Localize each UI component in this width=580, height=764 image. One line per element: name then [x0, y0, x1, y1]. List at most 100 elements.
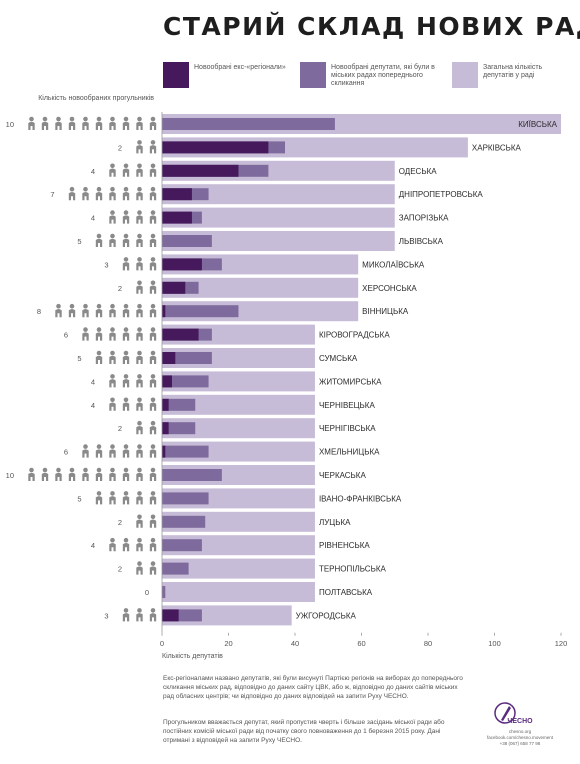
city-label: ХАРКІВСЬКА	[472, 143, 522, 152]
truants-count: 2	[118, 424, 122, 433]
person-icon	[95, 116, 103, 130]
person-icon	[136, 467, 143, 481]
legend-swatch	[163, 62, 189, 88]
person-icon	[95, 444, 103, 458]
person-icon	[109, 491, 116, 505]
bar-previous-term	[162, 539, 202, 552]
city-label: КИЇВСЬКА	[518, 120, 557, 129]
person-icon	[136, 514, 143, 528]
city-label: ПОЛТАВСЬКА	[319, 588, 373, 597]
x-tick-label: 100	[488, 639, 501, 648]
bar-total	[162, 277, 359, 298]
truants-count: 8	[37, 307, 41, 316]
person-icon	[95, 491, 103, 505]
person-icon	[122, 327, 130, 341]
person-icon	[122, 303, 130, 318]
city-label: ЗАПОРІЗЬКА	[399, 214, 449, 223]
bar-ex-regionals	[162, 305, 166, 318]
person-icon	[95, 327, 103, 341]
person-icon	[122, 233, 130, 247]
person-icon	[149, 561, 157, 575]
person-icon	[95, 186, 103, 201]
person-icon	[68, 186, 76, 201]
legend-label: Новообрані депутати, які були в міських …	[331, 64, 435, 87]
bar-previous-term	[162, 398, 196, 411]
bar-total	[162, 582, 315, 602]
person-icon	[82, 186, 89, 201]
x-tick-label: 80	[424, 639, 432, 648]
person-icon	[149, 537, 157, 552]
person-icon	[136, 303, 143, 318]
truants-count: 7	[50, 190, 54, 199]
person-icon	[136, 233, 143, 247]
city-label: ЧЕРНІГІВСЬКА	[319, 424, 376, 433]
person-icon	[122, 608, 130, 622]
person-icon	[136, 210, 143, 224]
city-label: ІВАНО-ФРАНКІВСЬКА	[319, 494, 402, 503]
person-icon	[68, 116, 76, 130]
truants-count: 4	[91, 401, 95, 410]
logo-phone: +38 (067) 658 77 98	[499, 741, 541, 746]
x-tick-label: 60	[357, 639, 365, 648]
truants-count: 6	[64, 331, 68, 340]
person-icon	[136, 420, 143, 435]
person-icon	[95, 233, 103, 247]
bar-total	[162, 184, 395, 205]
person-icon	[149, 397, 157, 411]
person-icon	[136, 163, 143, 177]
city-label: ХМЕЛЬНИЦЬКА	[319, 448, 380, 457]
truants-count: 2	[118, 143, 122, 152]
truants-axis-label: Кількість новообраних прогульників	[38, 95, 154, 102]
person-icon	[122, 491, 130, 505]
pen-nib-icon	[494, 702, 516, 724]
person-icon	[149, 350, 157, 364]
person-icon	[41, 116, 49, 130]
person-icon	[109, 186, 116, 201]
person-icon	[122, 397, 130, 411]
truants-count: 3	[104, 611, 108, 620]
truants-count: 5	[77, 354, 81, 363]
person-icon	[136, 186, 143, 201]
logo-site: chesno.org	[508, 729, 532, 734]
person-icon	[122, 163, 130, 177]
person-icon	[149, 303, 157, 318]
bar-total	[162, 558, 315, 579]
person-icon	[136, 350, 143, 364]
person-icon	[109, 537, 116, 552]
x-tick-label: 120	[555, 639, 568, 648]
city-label: СУМСЬКА	[319, 354, 358, 363]
bar-previous-term	[162, 515, 206, 528]
bar-ex-regionals	[162, 258, 202, 271]
person-icon	[149, 233, 157, 247]
person-icon	[149, 608, 157, 622]
person-icon	[122, 257, 130, 271]
person-icon	[55, 467, 62, 481]
person-icon	[95, 467, 103, 481]
person-icon	[122, 350, 130, 364]
person-icon	[109, 303, 116, 318]
person-icon	[136, 444, 143, 458]
city-label: ТЕРНОПІЛЬСЬКА	[319, 565, 387, 574]
bar-ex-regionals	[162, 141, 269, 154]
person-icon	[149, 280, 157, 294]
person-icon	[122, 186, 130, 201]
bar-ex-regionals	[162, 281, 186, 294]
person-icon	[136, 116, 143, 130]
bar-previous-term	[162, 422, 196, 435]
person-icon	[149, 467, 157, 481]
bar-ex-regionals	[162, 445, 166, 458]
person-icon	[122, 467, 130, 481]
truants-count: 4	[91, 541, 95, 550]
city-label: ЛЬВІВСЬКА	[399, 237, 444, 246]
person-icon	[28, 116, 35, 130]
legend-swatch	[452, 62, 478, 88]
person-icon	[136, 140, 143, 154]
truants-count: 6	[64, 448, 68, 457]
person-icon	[149, 420, 157, 435]
bar-ex-regionals	[162, 609, 179, 622]
legend-label: Новообрані екс-«регіонали»	[194, 64, 286, 71]
person-icon	[109, 467, 116, 481]
person-icon	[109, 327, 116, 341]
legend-label: Загальна кількість депутатів у раді	[483, 64, 543, 79]
bar-previous-term	[162, 118, 335, 130]
